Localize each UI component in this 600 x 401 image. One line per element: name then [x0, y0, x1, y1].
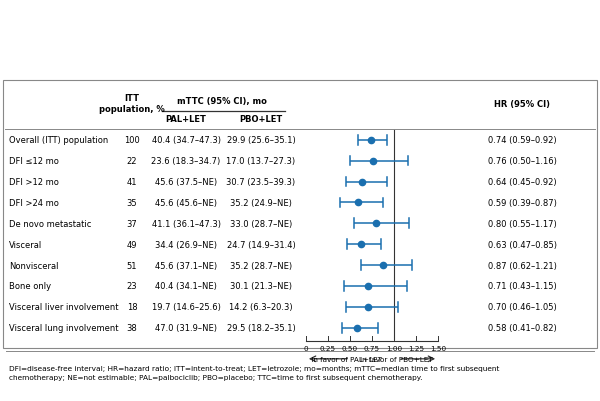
- Text: Visceral lung involvement: Visceral lung involvement: [9, 324, 119, 332]
- Text: 40.4 (34.1–NE): 40.4 (34.1–NE): [155, 282, 217, 291]
- Text: 49: 49: [127, 240, 137, 249]
- Text: 35.2 (28.7–NE): 35.2 (28.7–NE): [230, 261, 292, 270]
- Text: Figure 1. Forest Plot of TTC by Treatment Arm in PALOMA-2, Overall
and Across Pa: Figure 1. Forest Plot of TTC by Treatmen…: [9, 22, 542, 55]
- Text: 33.0 (28.7–NE): 33.0 (28.7–NE): [230, 219, 292, 228]
- Text: PBO+LET: PBO+LET: [239, 114, 283, 124]
- Text: 18: 18: [127, 303, 137, 312]
- Text: 0.64 (0.45–0.92): 0.64 (0.45–0.92): [488, 178, 556, 186]
- Text: 1.50: 1.50: [430, 345, 446, 351]
- Text: DFI >12 mo: DFI >12 mo: [9, 178, 59, 186]
- Text: 17.0 (13.7–27.3): 17.0 (13.7–27.3): [226, 157, 296, 166]
- Text: 30.1 (21.3–NE): 30.1 (21.3–NE): [230, 282, 292, 291]
- Text: 0.87 (0.62–1.21): 0.87 (0.62–1.21): [488, 261, 556, 270]
- Text: 24.7 (14.9–31.4): 24.7 (14.9–31.4): [227, 240, 295, 249]
- Text: ITT
population, %: ITT population, %: [99, 94, 165, 114]
- Text: 0.59 (0.39–0.87): 0.59 (0.39–0.87): [488, 198, 556, 207]
- Text: DFI=disease-free interval; HR=hazard ratio; ITT=intent-to-treat; LET=letrozole; : DFI=disease-free interval; HR=hazard rat…: [9, 365, 499, 380]
- Text: 29.9 (25.6–35.1): 29.9 (25.6–35.1): [227, 136, 295, 145]
- Text: 0.50: 0.50: [342, 345, 358, 351]
- Text: 35: 35: [127, 198, 137, 207]
- Text: 100: 100: [124, 136, 140, 145]
- Text: 0.75: 0.75: [364, 345, 380, 351]
- Text: 51: 51: [127, 261, 137, 270]
- Text: Bone only: Bone only: [9, 282, 51, 291]
- Text: 0.74 (0.59–0.92): 0.74 (0.59–0.92): [488, 136, 556, 145]
- Text: Visceral liver involvement: Visceral liver involvement: [9, 303, 119, 312]
- Text: 22: 22: [127, 157, 137, 166]
- Text: 45.6 (45.6–NE): 45.6 (45.6–NE): [155, 198, 217, 207]
- Text: 0.70 (0.46–1.05): 0.70 (0.46–1.05): [488, 303, 556, 312]
- Text: 0.80 (0.55–1.17): 0.80 (0.55–1.17): [488, 219, 556, 228]
- Text: 0.58 (0.41–0.82): 0.58 (0.41–0.82): [488, 324, 556, 332]
- Text: 14.2 (6.3–20.3): 14.2 (6.3–20.3): [229, 303, 293, 312]
- Text: De novo metastatic: De novo metastatic: [9, 219, 91, 228]
- Text: In favor of PBO+LET: In favor of PBO+LET: [360, 356, 435, 362]
- Text: 41.1 (36.1–47.3): 41.1 (36.1–47.3): [151, 219, 221, 228]
- Text: 40.4 (34.7–47.3): 40.4 (34.7–47.3): [151, 136, 221, 145]
- Text: 45.6 (37.1–NE): 45.6 (37.1–NE): [155, 261, 217, 270]
- Text: 0.76 (0.50–1.16): 0.76 (0.50–1.16): [488, 157, 556, 166]
- Text: 35.2 (24.9–NE): 35.2 (24.9–NE): [230, 198, 292, 207]
- Text: 19.7 (14.6–25.6): 19.7 (14.6–25.6): [152, 303, 220, 312]
- Text: DFI >24 mo: DFI >24 mo: [9, 198, 59, 207]
- Text: 0.25: 0.25: [320, 345, 336, 351]
- Text: HR (95% CI): HR (95% CI): [494, 99, 550, 109]
- Text: 47.0 (31.9–NE): 47.0 (31.9–NE): [155, 324, 217, 332]
- Text: Nonvisceral: Nonvisceral: [9, 261, 59, 270]
- Text: DFI ≤12 mo: DFI ≤12 mo: [9, 157, 59, 166]
- Text: 0.71 (0.43–1.15): 0.71 (0.43–1.15): [488, 282, 556, 291]
- Text: Visceral: Visceral: [9, 240, 42, 249]
- Text: 45.6 (37.5–NE): 45.6 (37.5–NE): [155, 178, 217, 186]
- Text: 23.6 (18.3–34.7): 23.6 (18.3–34.7): [151, 157, 221, 166]
- Text: 34.4 (26.9–NE): 34.4 (26.9–NE): [155, 240, 217, 249]
- Text: 23: 23: [127, 282, 137, 291]
- Text: 30.7 (23.5–39.3): 30.7 (23.5–39.3): [226, 178, 296, 186]
- Text: Overall (ITT) population: Overall (ITT) population: [9, 136, 108, 145]
- Text: In favor of PAL+LET: In favor of PAL+LET: [309, 356, 382, 362]
- Text: 29.5 (18.2–35.1): 29.5 (18.2–35.1): [227, 324, 295, 332]
- Text: mTTC (95% CI), mo: mTTC (95% CI), mo: [177, 97, 267, 106]
- Text: 1.00: 1.00: [386, 345, 402, 351]
- Text: PAL+LET: PAL+LET: [166, 114, 206, 124]
- Text: 0: 0: [304, 345, 308, 351]
- Text: 37: 37: [127, 219, 137, 228]
- Text: 1.25: 1.25: [408, 345, 424, 351]
- Text: 0.63 (0.47–0.85): 0.63 (0.47–0.85): [487, 240, 557, 249]
- Text: 41: 41: [127, 178, 137, 186]
- Text: 38: 38: [127, 324, 137, 332]
